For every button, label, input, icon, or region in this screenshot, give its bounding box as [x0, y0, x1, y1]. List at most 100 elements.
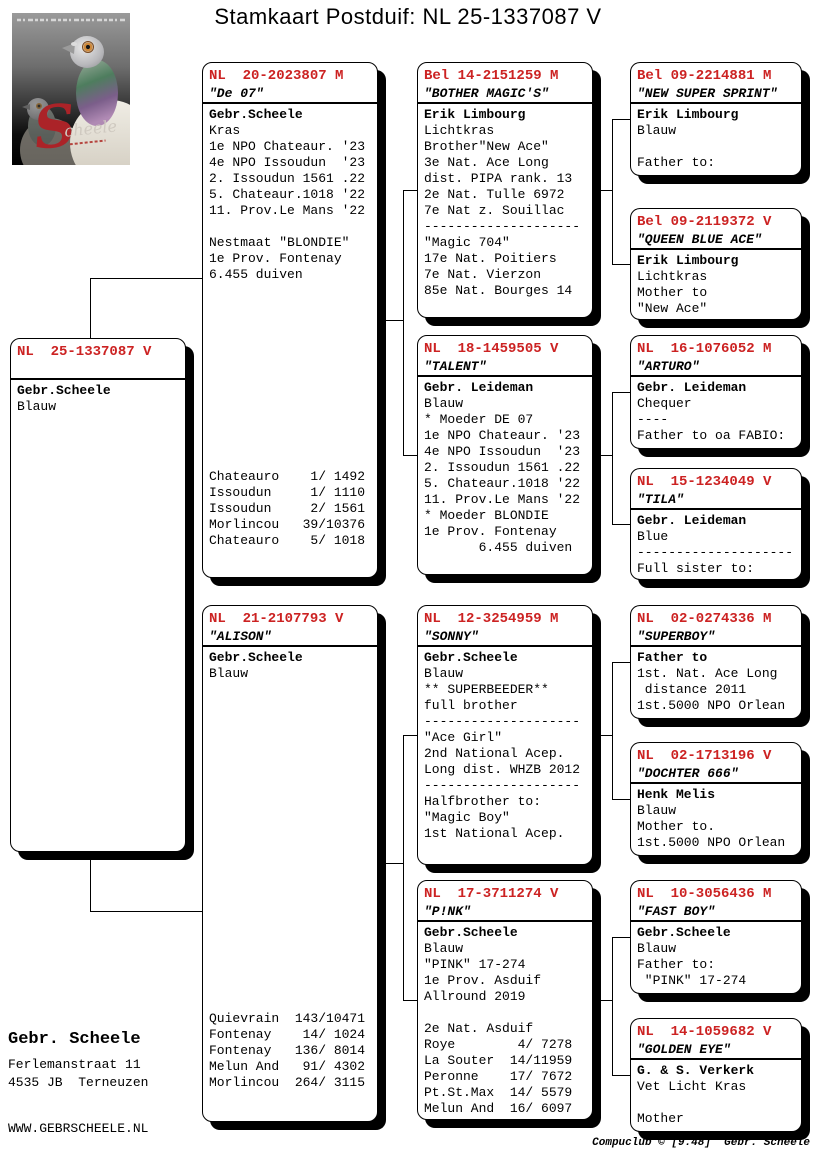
pigeon-details: Gebr. Leideman Chequer ---- Father to oa FA… — [631, 377, 801, 444]
text-line: Roye 4/ 7278 — [424, 1037, 573, 1052]
pedigree-box-sire-dam: NL 18-1459505 V "TALENT" Gebr. Leideman B… — [417, 335, 593, 575]
text-line: Father to oa FABIO: — [637, 428, 786, 443]
ring-number: NL 12-3254959 M — [424, 611, 559, 627]
pedigree-box-sd-dam: NL 15-1234049 V "TILA" Gebr. Leideman Blu… — [630, 468, 802, 580]
ring-number: NL 10-3056436 M — [637, 886, 772, 902]
connector-line — [593, 735, 612, 736]
connector-line — [612, 392, 613, 524]
ring-number: Bel 09-2119372 V — [637, 214, 772, 230]
logo-initial: S — [30, 91, 79, 163]
pigeon-details: Gebr.Scheele Blauw Father to: "PINK" 17-27… — [631, 922, 801, 989]
pigeon-name: "SONNY" — [424, 629, 479, 644]
pigeon-details: Gebr. Leideman Blauw * Moeder DE 07 1e NPO … — [418, 377, 592, 556]
text-line: dist. PIPA rank. 13 — [424, 171, 573, 186]
text-line: Fontenay 14/ 1024 — [209, 1027, 366, 1042]
text-line: Kras — [209, 123, 241, 138]
scheele-pigeon-logo: S cheele — [12, 13, 130, 165]
text-line: Father to: — [637, 957, 716, 972]
text-line: 1e NPO Chateaur. '23 — [209, 139, 366, 154]
ring-number: NL 25-1337087 V — [17, 344, 152, 360]
text-line: 1st National Acep. — [424, 826, 565, 841]
owner-name: Gebr. Scheele — [8, 1030, 141, 1049]
pedigree-box-dd-dam: NL 14-1059682 V "GOLDEN EYE" G. & S. Ver… — [630, 1018, 802, 1132]
pigeon-details: Gebr.Scheele Blauw "PINK" 17-274 1e Prov. A… — [418, 922, 592, 1117]
text-line: 1e Prov. Fontenay — [424, 524, 557, 539]
text-line: Morlincou 264/ 3115 — [209, 1075, 366, 1090]
text-line: Mother to — [637, 285, 708, 300]
text-line: Halfbrother to: — [424, 794, 542, 809]
pigeon-name: "DOCHTER 666" — [637, 766, 739, 781]
text-line: Chateauro 1/ 1492 — [209, 469, 366, 484]
compuclub-footer: Compuclub © [9.48] Gebr. Scheele — [592, 1137, 810, 1149]
text-line: Gebr.Scheele — [424, 925, 518, 940]
text-line: 1e Prov. Asduif — [424, 973, 542, 988]
pigeon-name: "BOTHER MAGIC'S" — [424, 86, 549, 101]
text-line: 6.455 duiven — [209, 267, 303, 282]
text-line: 1e NPO Chateaur. '23 — [424, 428, 581, 443]
text-line: Fontenay 136/ 8014 — [209, 1043, 366, 1058]
text-line: Father to — [637, 650, 708, 665]
text-line: Gebr. Leideman — [637, 380, 747, 395]
text-line: Lichtkras — [637, 269, 708, 284]
text-line: "PINK" 17-274 — [424, 957, 526, 972]
text-line: Blauw — [637, 803, 677, 818]
text-line: Melun And 16/ 6097 — [424, 1101, 573, 1116]
text-line: Henk Melis — [637, 787, 716, 802]
text-line: full brother — [424, 698, 518, 713]
pedigree-box-dam-sire: NL 12-3254959 M "SONNY" Gebr.Scheele Blau… — [417, 605, 593, 865]
pigeon-details: Gebr.Scheele Blauw — [203, 647, 377, 682]
text-line: Full sister to: — [637, 561, 755, 576]
ring-number: NL 02-1713196 V — [637, 748, 772, 764]
box-header: NL 18-1459505 V "TALENT" — [418, 336, 592, 377]
text-line: Gebr.Scheele — [17, 383, 111, 398]
ring-number: NL 18-1459505 V — [424, 341, 559, 357]
pigeon-details: Erik Limbourg Blauw Father to: — [631, 104, 801, 171]
connector-line — [593, 455, 612, 456]
pigeon-name: "SUPERBOY" — [637, 629, 716, 644]
text-line: Gebr. Leideman — [637, 513, 747, 528]
text-line: Gebr.Scheele — [424, 650, 518, 665]
text-line: 4e NPO Issoudun '23 — [209, 155, 366, 170]
pedigree-box-ss-dam: Bel 09-2119372 V "QUEEN BLUE ACE" Erik L… — [630, 208, 802, 320]
text-line — [424, 1005, 586, 1021]
pigeon-name — [17, 361, 179, 378]
pigeon-details: G. & S. Verkerk Vet Licht Kras Mother — [631, 1060, 801, 1127]
connector-line — [612, 119, 630, 120]
text-line: 2. Issoudun 1561 .22 — [424, 460, 581, 475]
text-line: "Ace Girl" — [424, 730, 503, 745]
text-line: "Magic Boy" — [424, 810, 510, 825]
text-line: Blauw — [637, 941, 677, 956]
connector-line — [403, 190, 404, 455]
box-header: NL 12-3254959 M "SONNY" — [418, 606, 592, 647]
text-line: 5. Chateaur.1018 '22 — [424, 476, 581, 491]
connector-line — [403, 455, 417, 456]
box-header: Bel 09-2119372 V "QUEEN BLUE ACE" — [631, 209, 801, 250]
connector-line — [612, 662, 630, 663]
text-line: Blauw — [424, 941, 464, 956]
race-results: Chateauro 1/ 1492 Issoudun 1/ 1110 Issoudu… — [209, 469, 371, 549]
pedigree-box-dam: NL 21-2107793 V "ALISON" Gebr.Scheele Bla… — [202, 605, 378, 1122]
text-line: 2. Issoudun 1561 .22 — [209, 171, 366, 186]
text-line: 6.455 duiven — [424, 540, 573, 555]
text-line: 7e Nat. Vierzon — [424, 267, 542, 282]
text-line: "PINK" 17-274 — [637, 973, 747, 988]
pigeon-details: Gebr.Scheele Blauw — [11, 380, 185, 415]
text-line: Chequer — [637, 396, 692, 411]
text-line: Gebr.Scheele — [209, 650, 303, 665]
pedigree-box-ds-sire: NL 02-0274336 M "SUPERBOY" Father to 1st.… — [630, 605, 802, 719]
pigeon-name: "De 07" — [209, 86, 264, 101]
text-line: Gebr. Leideman — [424, 380, 534, 395]
owner-website: WWW.GEBRSCHEELE.NL — [8, 1121, 149, 1136]
text-line: Blue — [637, 529, 669, 544]
text-line: La Souter 14/11959 — [424, 1053, 573, 1068]
connector-line — [90, 278, 91, 338]
connector-line — [612, 1075, 630, 1076]
text-line: Lichtkras — [424, 123, 495, 138]
text-line: Quievrain 143/10471 — [209, 1011, 366, 1026]
text-line: * Moeder BLONDIE — [424, 508, 549, 523]
text-line: Blauw — [17, 399, 57, 414]
pigeon-details: Erik Limbourg Lichtkras Mother to "New Ace" — [631, 250, 801, 317]
ring-number: NL 20-2023807 M — [209, 68, 344, 84]
box-header: NL 25-1337087 V — [11, 339, 185, 380]
text-line: Vet Licht Kras — [637, 1079, 747, 1094]
